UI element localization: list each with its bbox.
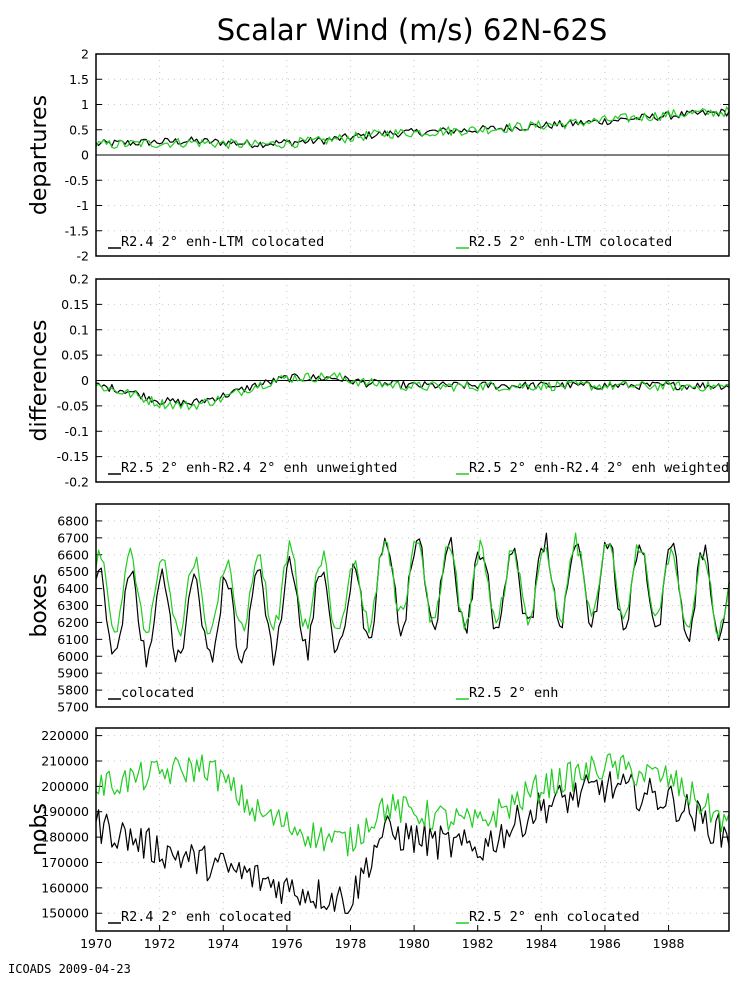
y-tick-label: 6800 (57, 513, 89, 528)
y-tick-label: 0 (81, 148, 89, 163)
legend-label: colocated (121, 685, 194, 701)
panel-differences: 0.2 0.15 0.1 0.05 0 -0.05 -0.1 -0.15 -0.2 differe… (27, 272, 730, 490)
y-tick-label: -0.2 (65, 475, 89, 490)
y-tick-label: 160000 (41, 880, 89, 895)
plot-frame (95, 278, 730, 483)
y-tick-label: 0.1 (69, 322, 89, 337)
y-tick-label: 0.15 (61, 297, 89, 312)
y-tick-label: 5700 (57, 700, 89, 715)
y-tick-label: 150000 (41, 906, 89, 921)
legend-label: R2.5 2° enh-R2.4 2° enh unweighted (121, 460, 397, 476)
x-tick-label: 1988 (653, 936, 685, 951)
y-axis-label: boxes (27, 573, 52, 637)
x-axis: 1970 1972 1974 1976 1978 1980 1982 1984 1986 1988 (80, 925, 685, 951)
y-tick-label: -0.05 (57, 398, 89, 413)
y-tick-label: 6400 (57, 581, 89, 596)
y-axis-label: nobs (27, 803, 52, 856)
y-axis-label: departures (27, 95, 52, 215)
y-tick-label: 190000 (41, 804, 89, 819)
series-line-b (95, 106, 730, 150)
series-line-b (95, 532, 730, 639)
legend-label: R2.5 2° enh colocated (469, 909, 640, 925)
legend-label: R2.5 2° enh (469, 685, 558, 701)
y-tick-label: -0.5 (65, 173, 89, 188)
y-axis-label: differences (27, 320, 52, 442)
series-line-b (95, 372, 730, 411)
y-tick-label: 6600 (57, 547, 89, 562)
panel-departures: 2 1.5 1 0.5 0 -0.5 -1 -1.5 -2 departures R2.4 2° e… (27, 47, 730, 264)
y-tick-label: 170000 (41, 855, 89, 870)
y-tick-label: 5900 (57, 666, 89, 681)
panel-boxes: 6800 6700 6600 6500 6400 6300 6200 6100 6000 5900… (27, 503, 730, 715)
y-tick-label: 0 (81, 373, 89, 388)
y-tick-label: 0.05 (61, 348, 89, 363)
y-tick-label: 0.2 (69, 272, 89, 287)
y-tick-label: -1.5 (65, 223, 89, 238)
panels: 2 1.5 1 0.5 0 -0.5 -1 -1.5 -2 departures R2.4 2° e… (27, 47, 730, 932)
legend-label: R2.4 2° enh-LTM colocated (121, 234, 324, 250)
y-tick-label: -0.1 (65, 424, 89, 439)
y-tick-label: 0.5 (69, 122, 89, 137)
series-line-a (95, 771, 730, 915)
series-line-a (95, 373, 730, 407)
y-tick-label: 5800 (57, 683, 89, 698)
y-tick-label: 180000 (41, 830, 89, 845)
x-tick-label: 1980 (398, 936, 430, 951)
y-tick-label: 6300 (57, 598, 89, 613)
y-tick-label: 2 (81, 47, 89, 62)
x-tick-label: 1986 (589, 936, 621, 951)
legend-label: R2.5 2° enh-R2.4 2° enh weighted (469, 460, 729, 476)
y-tick-label: 1.5 (69, 72, 89, 87)
x-tick-label: 1976 (271, 936, 303, 951)
x-tick-label: 1972 (144, 936, 176, 951)
x-tick-label: 1974 (207, 936, 239, 951)
y-tick-label: 6500 (57, 564, 89, 579)
y-tick-label: 220000 (41, 728, 89, 743)
y-tick-label: 6100 (57, 632, 89, 647)
legend-label: R2.4 2° enh colocated (121, 909, 292, 925)
chart-title: Scalar Wind (m/s) 62N-62S (217, 13, 608, 47)
x-tick-label: 1984 (525, 936, 557, 951)
x-tick-label: 1970 (80, 936, 112, 951)
y-tick-label: -0.15 (57, 449, 89, 464)
y-tick-label: 1 (81, 97, 89, 112)
series-line-a (95, 532, 730, 668)
y-tick-label: 6200 (57, 615, 89, 630)
y-tick-label: 200000 (41, 779, 89, 794)
plot-frame (95, 503, 730, 708)
plot-frame (95, 727, 730, 932)
panel-nobs: 220000 210000 200000 190000 180000 170000 1600… (27, 727, 730, 932)
y-tick-label: 6700 (57, 530, 89, 545)
footer-label: ICOADS 2009-04-23 (8, 962, 131, 976)
x-tick-label: 1982 (462, 936, 494, 951)
y-tick-label: 210000 (41, 753, 89, 768)
y-tick-label: -1 (77, 198, 89, 213)
legend-label: R2.5 2° enh-LTM colocated (469, 234, 672, 250)
series-line-b (95, 753, 730, 857)
y-tick-label: 6000 (57, 649, 89, 664)
x-tick-label: 1978 (335, 936, 367, 951)
y-tick-label: -2 (77, 249, 89, 264)
plot-frame (95, 53, 730, 257)
